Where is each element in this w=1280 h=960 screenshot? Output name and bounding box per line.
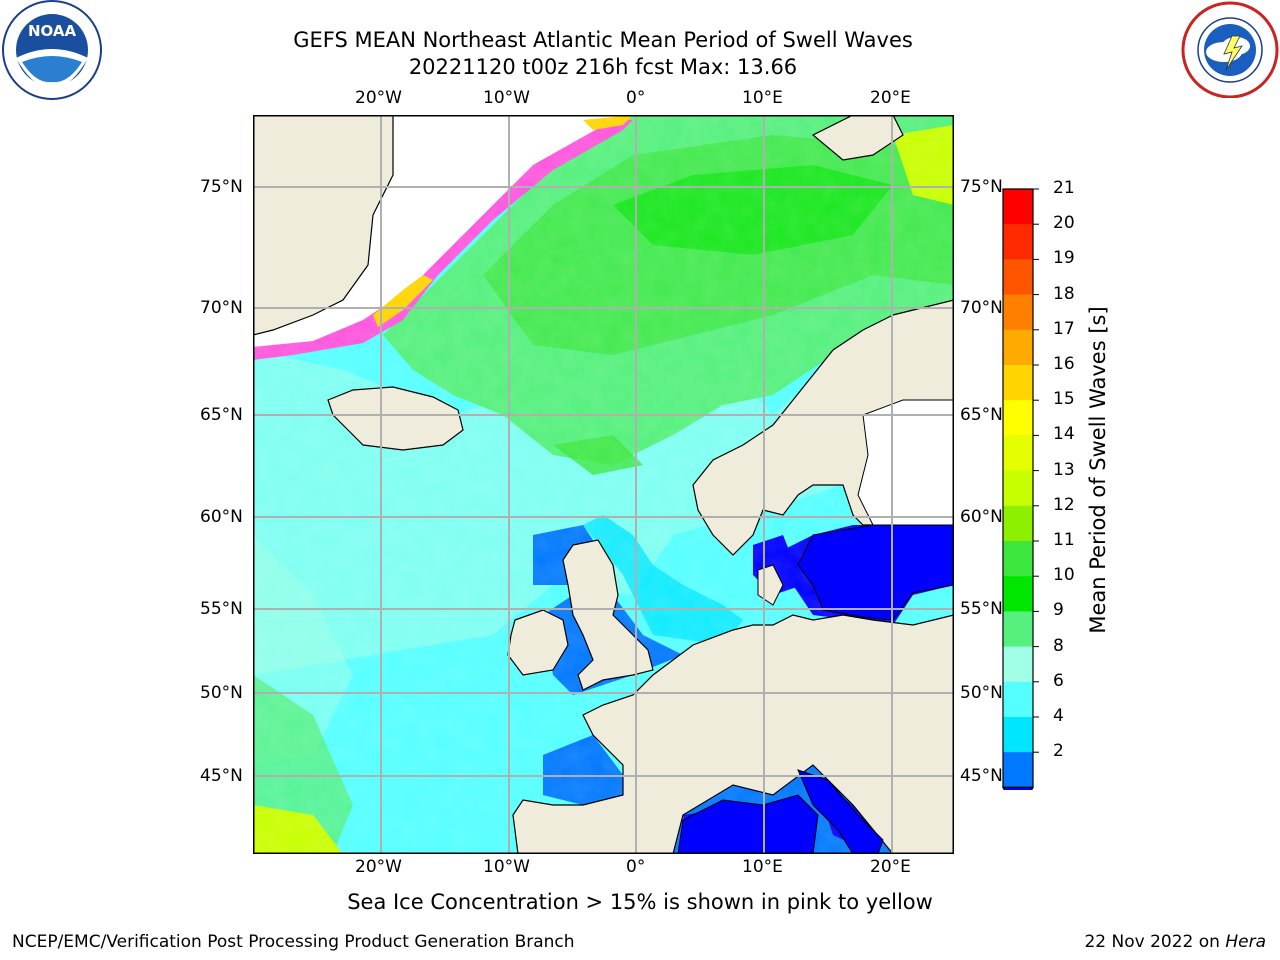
noaa-logo-text: NOAA — [28, 22, 77, 40]
lat-label-left-55n: 55°N — [200, 599, 243, 619]
lat-label-right-60n: 60°N — [960, 507, 1003, 527]
colorbar-tick-label: 14 — [1053, 424, 1075, 445]
colorbar-tick-label: 6 — [1053, 670, 1064, 691]
lat-label-left-65n: 65°N — [200, 405, 243, 425]
lat-label-right-70n: 70°N — [960, 298, 1003, 318]
colorbar-tick-label: 9 — [1053, 600, 1064, 621]
lat-label-left-75n: 75°N — [200, 177, 243, 197]
lon-label-bottom-0: 0° — [626, 857, 646, 877]
colorbar-segment — [1003, 505, 1033, 542]
colorbar-segment — [1003, 470, 1033, 507]
lon-label-top-0: 0° — [626, 88, 646, 108]
map-frame — [253, 115, 954, 854]
colorbar-segment — [1003, 611, 1033, 648]
lat-label-left-70n: 70°N — [200, 298, 243, 318]
lon-label-top-20e: 20°E — [870, 88, 911, 108]
lat-label-left-60n: 60°N — [200, 507, 243, 527]
colorbar-tick-label: 15 — [1053, 389, 1075, 410]
footer-date-text: 22 Nov 2022 on — [1084, 932, 1220, 952]
lon-label-top-20w: 20°W — [355, 88, 402, 108]
colorbar-segment — [1003, 576, 1033, 612]
colorbar-tick-label: 10 — [1053, 565, 1075, 586]
colorbar-segment — [1003, 646, 1033, 683]
colorbar-tick-label: 19 — [1053, 248, 1075, 269]
colorbar-tick-label: 8 — [1053, 635, 1064, 656]
colorbar-segment — [1003, 294, 1033, 331]
colorbar-tick-label: 13 — [1053, 459, 1075, 480]
chart-title-line1: GEFS MEAN Northeast Atlantic Mean Period… — [293, 28, 913, 52]
colorbar-segment — [1003, 365, 1033, 401]
colorbar-tick-label: 20 — [1053, 213, 1075, 234]
lon-label-bottom-20w: 20°W — [355, 857, 402, 877]
lat-label-right-75n: 75°N — [960, 177, 1003, 197]
continental-europe-land — [512, 614, 955, 855]
sea-ice-note: Sea Ice Concentration > 15% is shown in … — [347, 890, 933, 914]
lon-label-top-10w: 10°W — [483, 88, 530, 108]
lat-label-right-45n: 45°N — [960, 766, 1003, 786]
colorbar-tick-label: 12 — [1053, 494, 1075, 515]
colorbar-segment — [1003, 259, 1033, 296]
colorbar-tick-label: 17 — [1053, 318, 1075, 339]
colorbar-segment — [1003, 224, 1033, 260]
noaa-logo: NOAA — [0, 0, 104, 104]
lon-label-top-10e: 10°E — [742, 88, 783, 108]
lon-label-bottom-10w: 10°W — [483, 857, 530, 877]
colorbar-segment — [1003, 717, 1033, 753]
iceland-land — [327, 386, 464, 451]
footer-host: Hera — [1225, 932, 1266, 952]
colorbar-tick-label: 18 — [1053, 283, 1075, 304]
footer-date: 22 Nov 2022 on Hera — [1084, 932, 1266, 952]
colorbar-frame — [1002, 188, 1034, 789]
colorbar-tick-label: 4 — [1053, 706, 1064, 726]
lat-label-right-50n: 50°N — [960, 683, 1003, 703]
lat-label-right-55n: 55°N — [960, 599, 1003, 619]
colorbar-segment — [1003, 681, 1033, 718]
greenland-land — [252, 114, 394, 336]
colorbar-segment — [1003, 541, 1033, 577]
footer-credit: NCEP/EMC/Verification Post Processing Pr… — [12, 932, 575, 952]
lat-label-left-45n: 45°N — [200, 766, 243, 786]
swell-period-map — [252, 114, 955, 855]
colorbar-tick-label: 16 — [1053, 354, 1075, 374]
colorbar-segment — [1003, 752, 1033, 788]
nws-logo — [1180, 0, 1280, 99]
colorbar-label: Mean Period of Swell Waves [s] — [1086, 306, 1110, 634]
colorbar-segment — [1003, 329, 1033, 366]
lat-label-right-65n: 65°N — [960, 405, 1003, 425]
colorbar-segment — [1003, 400, 1033, 436]
lat-label-left-50n: 50°N — [200, 683, 243, 703]
lon-label-bottom-20e: 20°E — [870, 857, 911, 877]
colorbar-tick-label: 11 — [1053, 530, 1075, 550]
colorbar-segment — [1003, 189, 1033, 225]
colorbar-tick-label: 21 — [1053, 178, 1075, 198]
lon-label-bottom-10e: 10°E — [742, 857, 783, 877]
colorbar-segment — [1003, 435, 1033, 472]
chart-title-line2: 20221120 t00z 216h fcst Max: 13.66 — [408, 55, 798, 79]
map-gridlines — [253, 115, 954, 854]
colorbar-tick-label: 2 — [1053, 741, 1064, 762]
